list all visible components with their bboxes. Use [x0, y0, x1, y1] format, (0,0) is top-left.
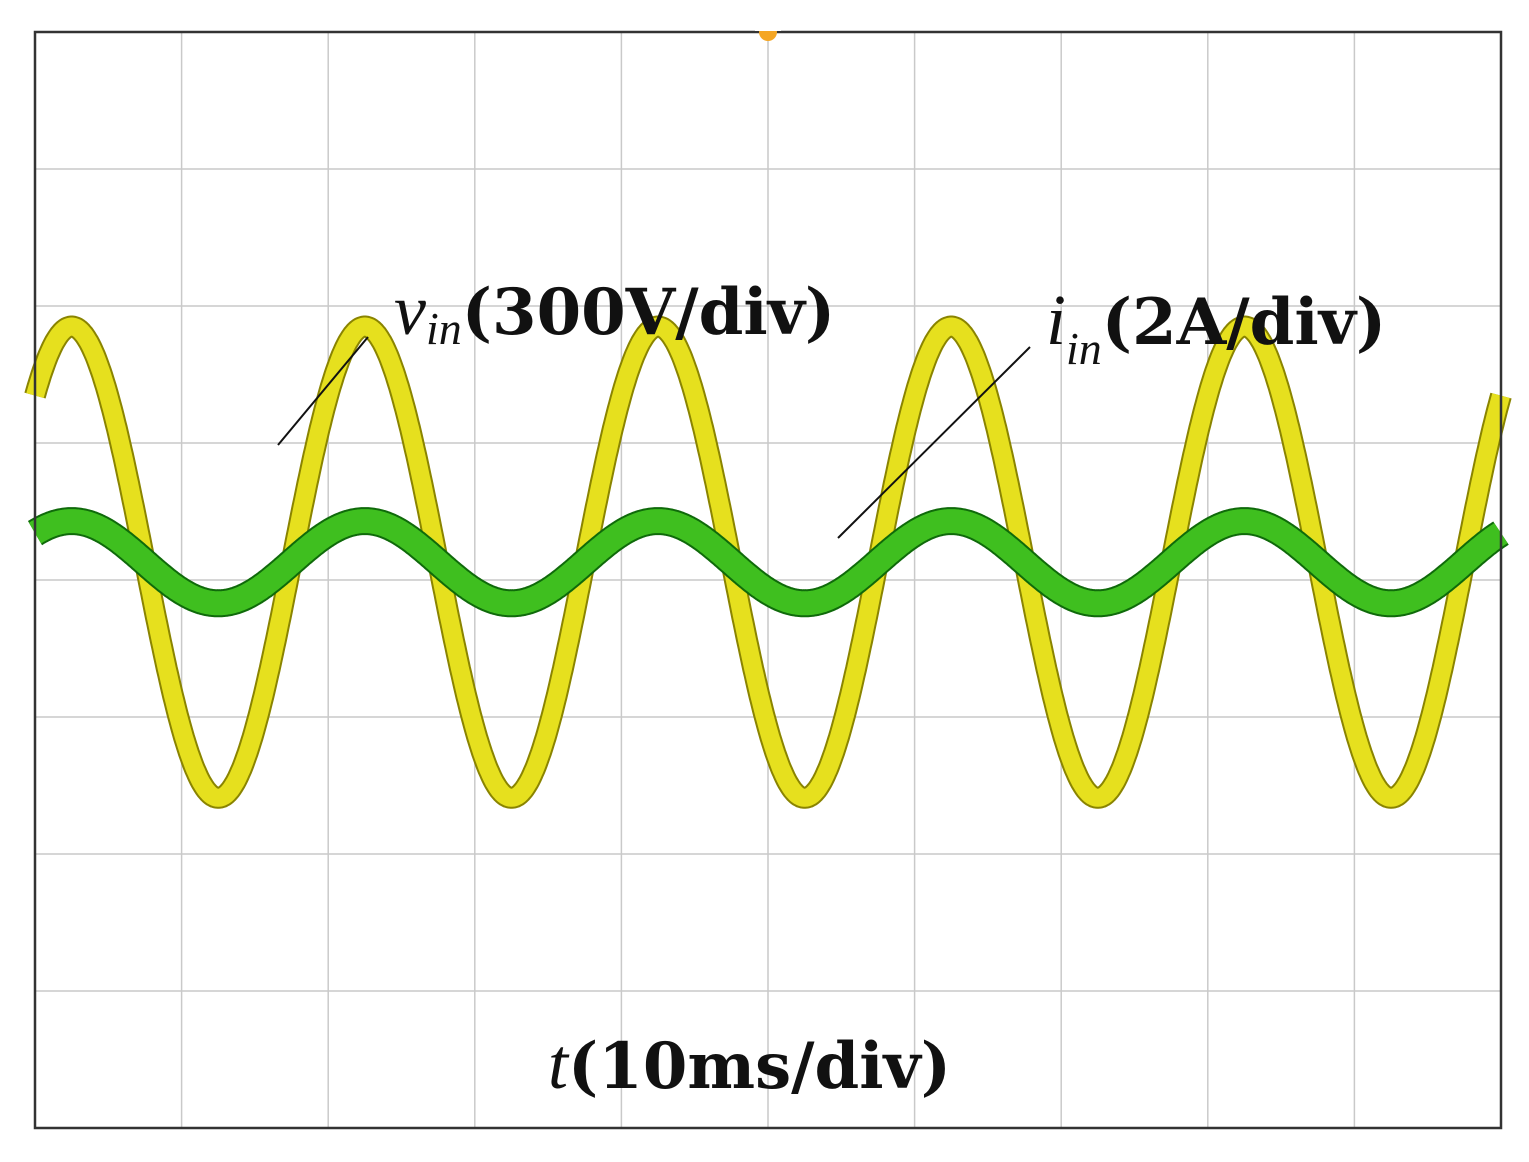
v-in-leader-line	[277, 336, 369, 446]
v-in-symbol: v	[394, 270, 426, 350]
v-in-subscript: in	[426, 303, 462, 354]
v-in-unit: (300V/div)	[462, 275, 835, 350]
i-in-subscript: in	[1066, 323, 1102, 374]
series-v-in-line	[26, 317, 1510, 807]
series-label-v-in: vin(300V/div)	[394, 270, 835, 354]
x-axis-symbol: t	[548, 1024, 570, 1104]
svg-text:vin(300V/div): vin(300V/div)	[394, 270, 835, 354]
series-i-in-trace	[22, 507, 1514, 618]
i-in-leader-line	[837, 346, 1031, 539]
series-layer	[22, 315, 1514, 809]
x-axis-label: t(10ms/div)	[548, 1024, 951, 1104]
leader-lines	[277, 336, 1031, 539]
x-axis-unit: (10ms/div)	[568, 1029, 951, 1104]
svg-text:iin(2A/div): iin(2A/div)	[1046, 280, 1386, 374]
svg-text:t(10ms/div): t(10ms/div)	[548, 1024, 951, 1104]
series-v-in-trace	[24, 315, 1512, 809]
series-label-i-in: iin(2A/div)	[1046, 280, 1386, 374]
i-in-unit: (2A/div)	[1102, 285, 1386, 360]
trigger-marker-mask	[755, 20, 781, 31]
series-i-in-line	[24, 509, 1512, 616]
i-in-symbol: i	[1046, 280, 1066, 360]
